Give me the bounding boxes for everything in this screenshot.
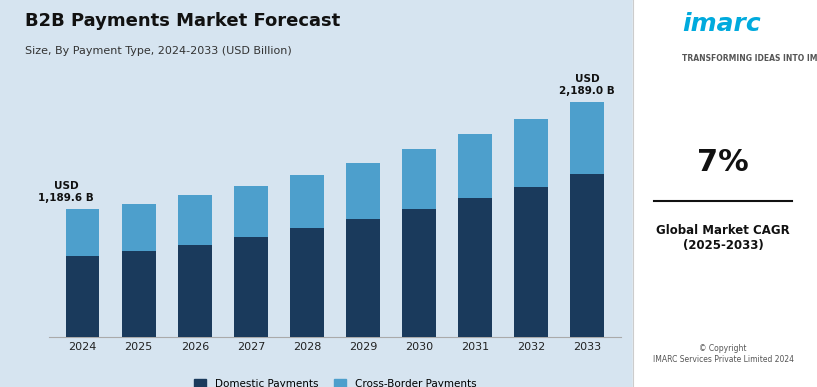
Text: Global Market CAGR
(2025-2033): Global Market CAGR (2025-2033) [656,224,790,252]
Bar [515,187,548,337]
Text: TRANSFORMING IDEAS INTO IMPACT: TRANSFORMING IDEAS INTO IMPACT [682,54,817,63]
Bar [570,174,604,337]
Bar [570,102,604,174]
Bar [66,209,100,256]
Bar [290,175,324,228]
Bar [346,219,380,337]
Bar [458,134,492,199]
Bar [122,204,155,251]
Text: © Copyright
IMARC Services Private Limited 2024: © Copyright IMARC Services Private Limit… [653,344,793,364]
Text: imarc: imarc [682,12,761,36]
Text: USD
2,189.0 B: USD 2,189.0 B [560,74,615,96]
Bar [234,237,268,337]
Text: Size, By Payment Type, 2024-2033 (USD Billion): Size, By Payment Type, 2024-2033 (USD Bi… [25,46,291,57]
Text: USD
1,189.6 B: USD 1,189.6 B [38,181,94,203]
Bar [515,119,548,187]
Text: B2B Payments Market Forecast: B2B Payments Market Forecast [25,12,340,30]
Bar [458,199,492,337]
Bar [346,163,380,219]
Bar [122,251,155,337]
Legend: Domestic Payments, Cross-Border Payments: Domestic Payments, Cross-Border Payments [190,375,480,387]
Text: 7%: 7% [697,148,749,177]
Bar [402,209,436,337]
Bar [402,149,436,209]
Bar [66,256,100,337]
Bar [234,186,268,237]
Bar [178,195,212,245]
Bar [290,228,324,337]
Bar [178,245,212,337]
